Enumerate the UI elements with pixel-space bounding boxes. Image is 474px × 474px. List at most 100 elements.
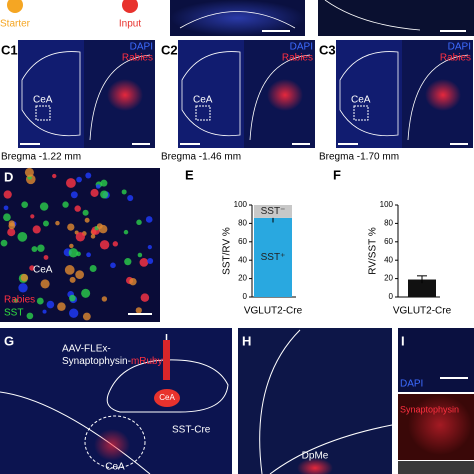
outline [339,51,399,137]
bar [408,279,436,297]
cell [3,190,12,199]
y-tick-label: 80 [384,219,393,228]
cell [67,223,75,231]
outline [324,0,421,31]
cell [145,216,153,223]
outline [179,11,296,29]
channel-label: Rabies [122,53,153,64]
cell [52,173,57,179]
y-tick-label: 40 [238,255,247,264]
cell [135,307,142,314]
y-tick-label: 100 [234,200,248,209]
cell [30,214,35,219]
cell [57,302,66,311]
virus-label: mRuby [131,356,163,367]
cell [124,258,132,266]
cell [69,276,76,283]
image [398,328,474,392]
input-icon [122,0,138,13]
cell [0,239,8,247]
cell [82,209,89,216]
cell [31,246,38,252]
cell [8,220,15,227]
brain-outline [106,359,229,413]
outline [0,391,151,474]
cell [147,257,154,264]
bregma-label: Bregma -1.70 mm [319,152,399,163]
channel-label: Rabies [282,53,313,64]
outline [259,329,301,474]
cell [69,294,76,302]
channel-label: DAPI [400,379,423,390]
segment-label: SST⁺ [261,252,286,263]
cell [99,240,110,250]
roi [353,105,369,121]
cell [7,228,16,237]
image [18,40,84,148]
outline [21,51,81,137]
cell [129,277,137,286]
signal [267,79,303,111]
cell [140,293,150,302]
y-tick-label: 60 [238,237,247,246]
cell [74,205,81,212]
cell [17,231,28,242]
cell [121,189,127,195]
y-axis-label: RV/SST % [368,227,379,275]
cell [96,223,103,230]
bar [254,205,292,218]
cell [70,191,78,199]
bregma-label: Bregma -1.46 mm [161,152,241,163]
syringe [163,340,170,380]
cell [43,220,49,227]
injection-label: CeA [159,393,175,402]
cell [39,202,49,211]
panel-label: E [185,167,194,182]
panel-label: C1 [1,42,18,57]
outline [407,54,469,141]
cell [100,190,109,199]
cell [123,229,129,235]
panel-label: C3 [319,42,336,57]
cell [82,312,91,321]
cell [76,176,82,183]
outline [181,51,241,137]
cell [32,225,41,234]
panel-label: C2 [161,42,178,57]
cell [112,241,119,247]
virus-label: Synaptophysin-mRuby [62,356,163,367]
cell [81,288,91,298]
x-tick-label: VGLUT2-Cre [393,306,452,317]
y-tick-label: 20 [238,274,247,283]
cell [29,265,35,271]
y-tick-label: 0 [389,292,394,301]
cell [95,184,101,189]
cell [3,213,11,222]
y-axis-label: SST/RV % [222,227,233,275]
region-label: CeA [33,95,53,106]
cell [13,298,18,303]
signal [107,79,143,111]
signal [425,79,461,111]
cell [20,273,29,282]
cell [75,270,85,279]
cell [64,265,75,275]
region-label: CeA [33,265,53,276]
y-tick-label: 60 [384,237,393,246]
channel-label: Rabies [440,53,471,64]
image [178,40,244,148]
image [0,168,160,322]
cell [42,309,47,314]
cell [18,283,28,293]
outline [249,54,311,141]
cell [90,234,96,239]
cell [21,201,29,209]
cell [46,300,55,309]
injection-site [154,389,180,407]
channel-label: Synaptophysin [400,404,459,414]
cell [62,201,69,208]
cell [40,279,50,289]
cell [43,255,49,260]
cell [69,308,79,318]
